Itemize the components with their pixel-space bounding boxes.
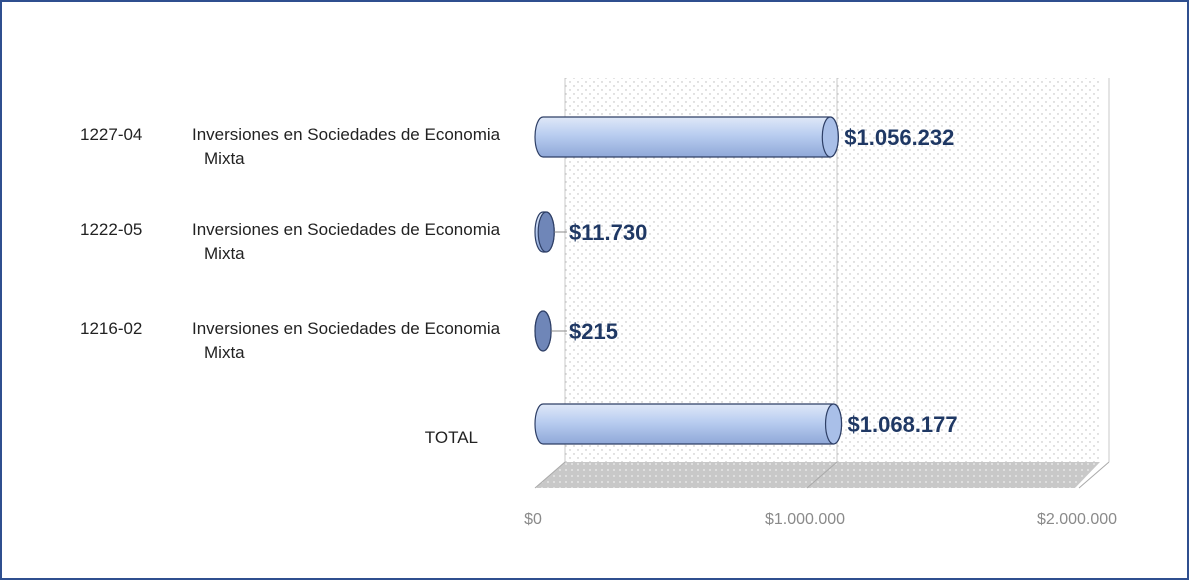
category-code: 1227-04 xyxy=(80,125,143,144)
value-label: $11.730 xyxy=(569,220,647,245)
category-label: Inversiones en Sociedades de Economia Mi… xyxy=(192,125,501,168)
x-tick-label: $0 xyxy=(524,511,542,528)
category-label: Inversiones en Sociedades de Economia Mi… xyxy=(192,319,501,362)
floor-grid-line xyxy=(534,461,566,489)
value-label: $1.056.232 xyxy=(844,125,954,150)
value-label: $1.068.177 xyxy=(848,412,958,437)
bar xyxy=(534,310,552,352)
category-label: Inversiones en Sociedades de Economia Mi… xyxy=(192,220,501,263)
category-code: 1216-02 xyxy=(80,319,143,338)
category-code: 1222-05 xyxy=(80,220,143,239)
floor xyxy=(535,462,1100,488)
value-label: $215 xyxy=(569,319,618,344)
floor-grid-line xyxy=(1078,461,1110,489)
floor-grid-line xyxy=(806,461,838,489)
bar xyxy=(534,211,555,253)
x-tick-label: $2.000.000 xyxy=(1037,511,1117,528)
x-tick-label: $1.000.000 xyxy=(765,511,845,528)
category-label: TOTAL xyxy=(424,428,478,447)
bar xyxy=(534,116,839,158)
bar xyxy=(534,403,843,445)
